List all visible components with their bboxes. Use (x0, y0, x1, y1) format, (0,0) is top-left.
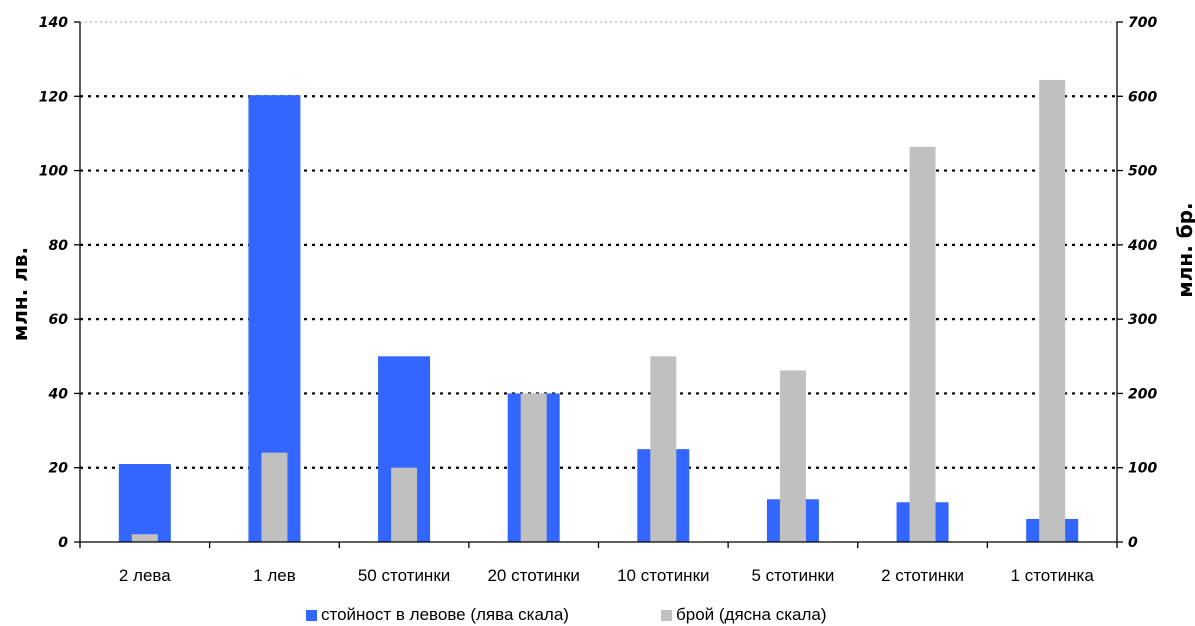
bar-value (118, 464, 171, 542)
legend-swatch-value (306, 610, 317, 621)
gridlines (80, 21, 1117, 469)
count-bars (131, 79, 1066, 543)
category-label: 5 стотинки (751, 566, 834, 585)
tick-label-left: 0 (58, 535, 68, 551)
category-label: 10 стотинки (617, 566, 709, 585)
tick-label-right: 500 (1128, 164, 1157, 180)
bar-count (520, 393, 547, 542)
tick-label-right: 700 (1128, 15, 1157, 31)
tick-label-left: 100 (39, 164, 68, 180)
bar-count (391, 467, 418, 542)
tick-label-right: 300 (1128, 312, 1157, 328)
tick-label-left: 120 (39, 89, 68, 105)
legend-swatch-count (661, 610, 672, 621)
tick-label-right: 600 (1128, 89, 1157, 105)
tick-label-left: 60 (49, 312, 69, 328)
category-label: 1 лев (253, 566, 296, 585)
y-axis-right-title: млн. бр. (1173, 202, 1195, 297)
bar-count (1039, 79, 1066, 542)
legend: стойност в левове (лява скала) брой (дяс… (306, 605, 827, 624)
legend-label-value: стойност в левове (лява скала) (321, 605, 569, 624)
category-label: 2 лева (119, 566, 171, 585)
category-label: 1 стотинка (1011, 566, 1095, 585)
category-labels: 2 лева 1 лев 50 стотинки 20 стотинки 10 стот… (119, 566, 1094, 585)
right-tick-labels: 0 100 200 300 400 500 600 700 (1127, 15, 1157, 551)
axes (74, 21, 1123, 548)
bar-count (650, 356, 677, 542)
bar-count (261, 452, 288, 542)
tick-label-left: 20 (49, 461, 69, 477)
category-label: 20 стотинки (487, 566, 579, 585)
y-axis-left-title: млн. лв. (8, 247, 32, 341)
tick-label-left: 40 (48, 386, 69, 402)
tick-label-right: 0 (1128, 535, 1138, 551)
tick-label-left: 140 (39, 15, 68, 31)
bar-count (909, 146, 936, 543)
category-label: 2 стотинки (881, 566, 964, 585)
tick-label-right: 200 (1128, 386, 1157, 402)
tick-label-right: 100 (1128, 461, 1157, 477)
left-tick-labels: 0 20 40 60 80 100 120 140 (39, 15, 68, 551)
tick-label-left: 80 (49, 238, 69, 254)
tick-label-right: 400 (1127, 238, 1157, 254)
category-label: 50 стотинки (358, 566, 450, 585)
legend-label-count: брой (дясна скала) (676, 605, 827, 624)
bar-count (779, 370, 806, 542)
bar-count (131, 534, 158, 542)
